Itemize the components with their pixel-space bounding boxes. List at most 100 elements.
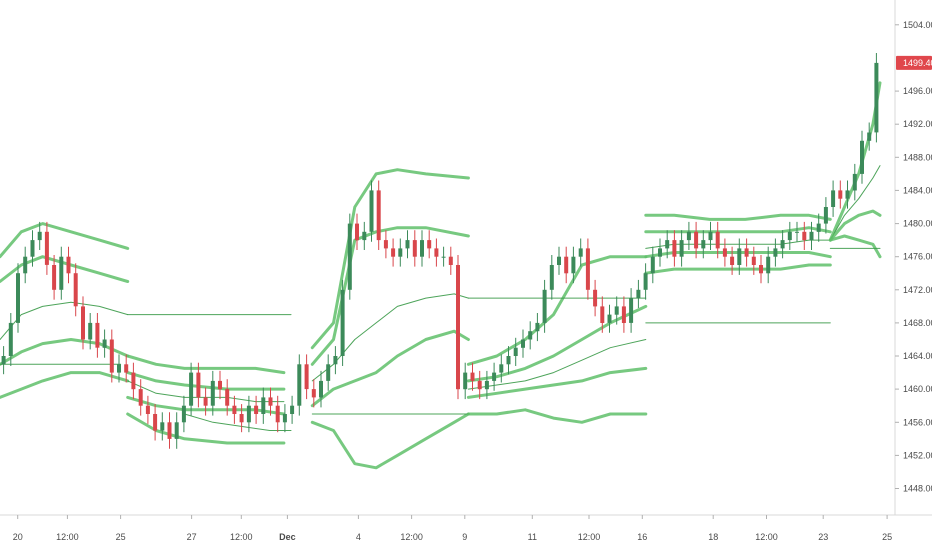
candle-body-111[interactable] bbox=[802, 231, 807, 241]
candle-body-69[interactable] bbox=[499, 364, 504, 373]
candle-body-102[interactable] bbox=[737, 248, 742, 265]
y-axis[interactable]: 1448.000 1452.000 1456.000 1460.000 1464.000… bbox=[895, 20, 932, 494]
candle-body-83[interactable] bbox=[600, 306, 605, 323]
candle-body-37[interactable] bbox=[268, 397, 273, 406]
candle-body-55[interactable] bbox=[398, 248, 403, 257]
candle-body-86[interactable] bbox=[621, 306, 626, 323]
candle-body-50[interactable] bbox=[362, 231, 367, 241]
candle-body-53[interactable] bbox=[383, 240, 388, 249]
candle-body-57[interactable] bbox=[412, 240, 417, 257]
candle-body-66[interactable] bbox=[477, 380, 482, 390]
candle-body-79[interactable] bbox=[571, 256, 576, 274]
candle-body-52[interactable] bbox=[376, 190, 381, 241]
candle-body-108[interactable] bbox=[780, 240, 785, 249]
candle-body-68[interactable] bbox=[492, 372, 497, 381]
candle-body-28[interactable] bbox=[203, 397, 208, 406]
candle-body-33[interactable] bbox=[239, 414, 244, 423]
candle-body-81[interactable] bbox=[585, 248, 590, 290]
candle-body-36[interactable] bbox=[261, 397, 266, 414]
candle-body-4[interactable] bbox=[30, 240, 35, 257]
candle-body-1[interactable] bbox=[8, 322, 13, 356]
candle-body-70[interactable] bbox=[506, 356, 511, 365]
candle-body-17[interactable] bbox=[124, 364, 129, 373]
x-axis[interactable]: 20 12:00 25 27 12:00 Dec 4 12:00 9 11 12:00 16 18 12:… bbox=[13, 515, 892, 542]
candle-body-95[interactable] bbox=[686, 231, 691, 241]
candle-body-38[interactable] bbox=[275, 405, 280, 423]
candle-body-20[interactable] bbox=[145, 405, 150, 414]
candle-body-24[interactable] bbox=[174, 422, 179, 439]
candle-body-2[interactable] bbox=[16, 273, 20, 323]
candle-body-91[interactable] bbox=[658, 248, 662, 257]
candle-body-48[interactable] bbox=[347, 223, 352, 290]
candle-body-85[interactable] bbox=[614, 306, 619, 315]
candle-body-5[interactable] bbox=[37, 231, 42, 241]
candle-body-51[interactable] bbox=[369, 190, 374, 232]
candle-body-11[interactable] bbox=[81, 306, 85, 340]
candle-body-116[interactable] bbox=[838, 190, 843, 199]
candle-body-113[interactable] bbox=[816, 223, 821, 232]
candle-body-105[interactable] bbox=[759, 265, 763, 274]
candle-body-16[interactable] bbox=[117, 364, 121, 373]
candle-body-109[interactable] bbox=[787, 231, 792, 241]
candle-body-78[interactable] bbox=[564, 256, 569, 274]
plot-area[interactable] bbox=[0, 53, 882, 470]
candle-body-106[interactable] bbox=[766, 256, 771, 274]
candle-body-90[interactable] bbox=[650, 256, 655, 274]
candle-body-114[interactable] bbox=[823, 207, 828, 224]
candle-body-27[interactable] bbox=[196, 372, 201, 398]
candle-body-61[interactable] bbox=[441, 256, 446, 258]
candle-body-58[interactable] bbox=[420, 240, 424, 257]
candle-body-107[interactable] bbox=[773, 248, 778, 257]
candle-body-32[interactable] bbox=[232, 405, 237, 414]
candle-body-30[interactable] bbox=[218, 380, 222, 390]
candle-body-15[interactable] bbox=[109, 339, 114, 373]
candle-body-9[interactable] bbox=[66, 256, 71, 274]
candle-body-6[interactable] bbox=[44, 231, 49, 265]
candle-body-82[interactable] bbox=[593, 289, 598, 307]
candle-body-26[interactable] bbox=[189, 372, 194, 406]
candle-body-84[interactable] bbox=[607, 314, 612, 323]
candle-body-71[interactable] bbox=[513, 347, 518, 356]
candle-body-119[interactable] bbox=[860, 140, 864, 174]
candle-body-40[interactable] bbox=[290, 405, 295, 414]
candle-body-99[interactable] bbox=[715, 231, 720, 249]
candle-body-31[interactable] bbox=[225, 389, 230, 406]
candle-body-14[interactable] bbox=[102, 339, 107, 348]
candle-body-87[interactable] bbox=[629, 298, 634, 323]
candle-body-75[interactable] bbox=[542, 289, 547, 323]
candle-body-76[interactable] bbox=[549, 265, 554, 290]
candle-body-112[interactable] bbox=[809, 231, 814, 241]
candle-body-118[interactable] bbox=[852, 173, 857, 191]
candle-body-35[interactable] bbox=[254, 405, 259, 414]
candle-body-25[interactable] bbox=[181, 405, 186, 423]
candle-body-10[interactable] bbox=[73, 273, 78, 307]
candle-body-64[interactable] bbox=[463, 372, 468, 390]
candle-body-80[interactable] bbox=[578, 248, 583, 257]
candle-body-110[interactable] bbox=[795, 231, 799, 233]
candle-body-56[interactable] bbox=[405, 240, 410, 249]
candle-body-96[interactable] bbox=[694, 231, 699, 249]
candle-body-22[interactable] bbox=[160, 422, 165, 431]
candle-body-34[interactable] bbox=[246, 405, 251, 423]
candle-body-49[interactable] bbox=[355, 223, 359, 241]
candle-body-94[interactable] bbox=[679, 240, 684, 257]
candle-body-115[interactable] bbox=[831, 190, 836, 207]
candle-body-0[interactable] bbox=[1, 356, 6, 365]
candle-body-72[interactable] bbox=[521, 339, 525, 348]
candle-body-60[interactable] bbox=[434, 248, 439, 257]
candle-body-59[interactable] bbox=[427, 240, 432, 249]
candle-body-89[interactable] bbox=[643, 273, 648, 290]
candle-body-44[interactable] bbox=[319, 380, 323, 398]
candle-body-23[interactable] bbox=[167, 422, 172, 439]
candle-body-19[interactable] bbox=[138, 389, 143, 406]
candle-body-121[interactable] bbox=[874, 62, 879, 133]
candle-body-104[interactable] bbox=[751, 256, 756, 265]
candle-body-41[interactable] bbox=[297, 364, 302, 406]
candle-body-62[interactable] bbox=[448, 256, 453, 265]
candle-body-97[interactable] bbox=[701, 240, 706, 249]
candle-body-29[interactable] bbox=[210, 380, 215, 406]
candle-body-74[interactable] bbox=[535, 322, 540, 332]
candle-body-120[interactable] bbox=[867, 132, 872, 141]
candle-body-42[interactable] bbox=[304, 364, 309, 390]
